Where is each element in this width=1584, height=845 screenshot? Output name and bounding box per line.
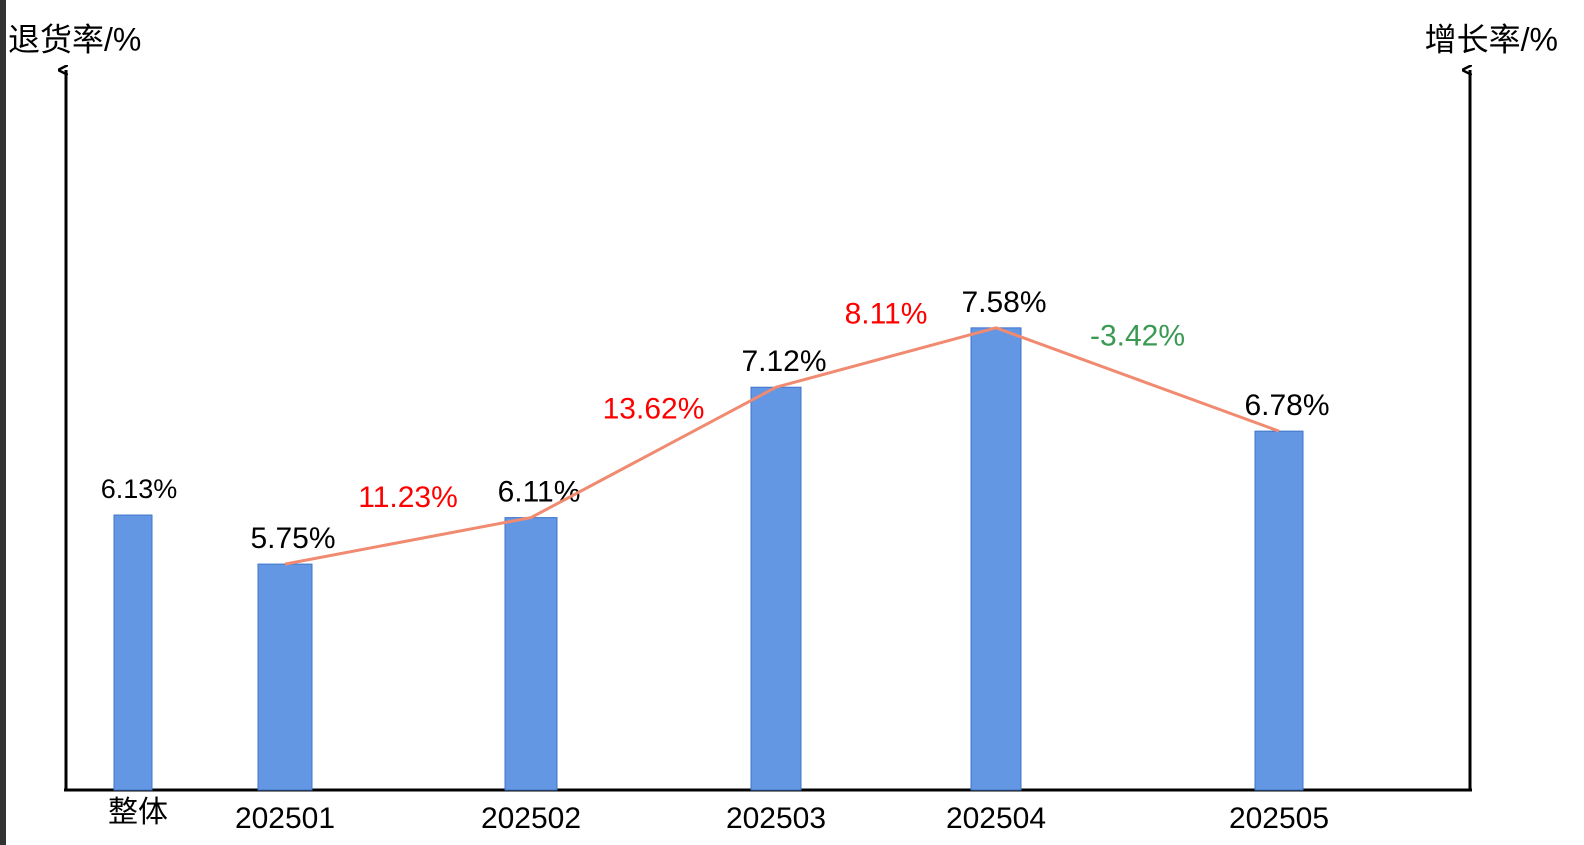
growth-label: -3.42% — [1090, 319, 1185, 352]
left-edge — [0, 0, 6, 845]
bar — [1254, 430, 1304, 791]
y-axis-label: 退货率/% — [8, 21, 141, 57]
bar — [970, 327, 1022, 791]
x-tick-label: 202501 — [235, 802, 335, 835]
data-label: 5.75% — [250, 522, 335, 555]
bar — [750, 386, 802, 791]
data-label: 6.78% — [1244, 389, 1329, 422]
data-label: 7.58% — [961, 286, 1046, 319]
x-tick-label: 202503 — [726, 802, 826, 835]
bar — [257, 563, 313, 791]
data-label: 7.12% — [741, 345, 826, 378]
y2-axis-label: 增长率/% — [1425, 21, 1558, 57]
x-tick-label: 202504 — [946, 802, 1046, 835]
x-tick-label: 202502 — [481, 802, 581, 835]
growth-label: 8.11% — [845, 297, 928, 330]
trend-line — [284, 326, 1280, 566]
bar — [504, 517, 558, 791]
x-tick-label: 整体 — [108, 796, 168, 829]
bar — [113, 514, 153, 791]
data-label: 6.11% — [498, 476, 581, 509]
growth-label: 11.23% — [358, 481, 458, 514]
data-label: 6.13% — [101, 474, 178, 504]
x-tick-label: 202505 — [1229, 802, 1329, 835]
growth-label: 13.62% — [603, 392, 705, 425]
